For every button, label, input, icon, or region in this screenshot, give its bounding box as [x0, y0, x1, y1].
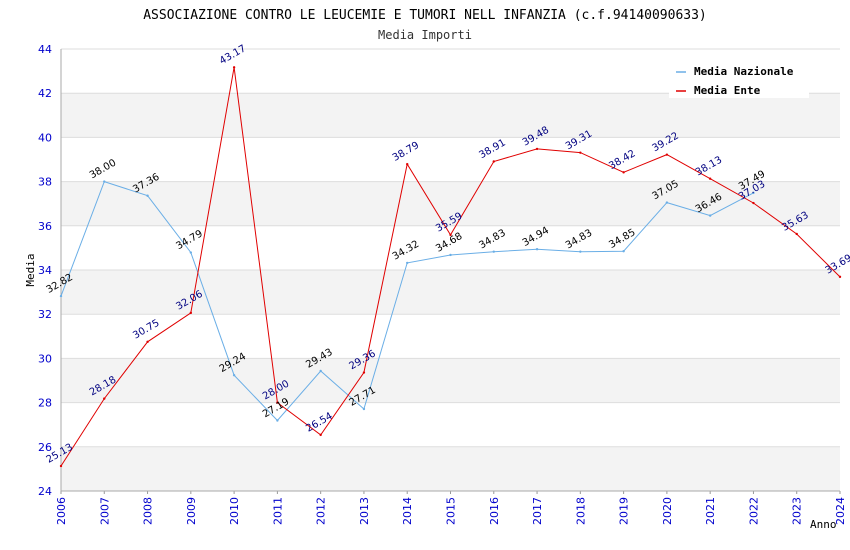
data-point [189, 251, 193, 254]
data-point [406, 162, 409, 166]
data-point [103, 397, 106, 400]
data-point [535, 248, 539, 251]
x-tick-label: 2011 [271, 497, 284, 525]
x-tick-label: 2016 [488, 497, 501, 525]
data-point [362, 371, 366, 374]
data-point [492, 250, 495, 253]
data-point [752, 201, 755, 205]
data-point [449, 253, 452, 257]
x-tick-label: 2009 [185, 497, 198, 525]
x-tick-label: 2020 [661, 497, 674, 525]
data-point [579, 250, 582, 253]
y-tick-label: 24 [38, 485, 52, 498]
data-point [752, 191, 755, 195]
x-tick-label: 2015 [445, 497, 458, 525]
y-tick-label: 30 [38, 352, 52, 365]
x-tick-label: 2021 [704, 497, 717, 525]
data-point [406, 261, 409, 265]
y-tick-label: 38 [38, 176, 52, 189]
y-tick-label: 40 [38, 131, 52, 144]
x-tick-label: 2010 [228, 497, 241, 525]
grid-band [61, 270, 840, 315]
background-bands [61, 49, 840, 491]
grid-band [61, 314, 840, 359]
chart-subtitle: Media Importi [378, 28, 472, 42]
data-point [146, 194, 149, 197]
data-point [319, 433, 322, 437]
y-axis-label: Media [24, 253, 37, 286]
y-tick-label: 26 [38, 441, 52, 454]
legend-label-ente: Media Ente [694, 84, 761, 97]
x-tick-label: 2006 [55, 497, 68, 525]
grid-band [61, 225, 840, 270]
grid-band [61, 137, 840, 182]
data-point [665, 153, 669, 156]
data-point [103, 180, 106, 183]
data-point [362, 407, 366, 411]
x-axis-label: Anno [810, 518, 837, 531]
data-point [535, 147, 539, 151]
x-tick-label: 2024 [834, 497, 847, 525]
data-point [622, 250, 625, 253]
chart-title: ASSOCIAZIONE CONTRO LE LEUCEMIE E TUMORI… [143, 8, 707, 23]
grid-band [61, 446, 840, 491]
x-tick-label: 2017 [531, 497, 544, 525]
series-lines [59, 66, 842, 468]
grid-band [61, 402, 840, 447]
y-tick-label: 34 [38, 264, 52, 277]
data-point [59, 294, 63, 298]
legend-box [669, 60, 809, 98]
data-point [232, 373, 236, 377]
x-tick-label: 2012 [315, 497, 328, 525]
data-point [708, 177, 712, 180]
y-tick-label: 28 [38, 397, 52, 410]
legend-label-nazionale: Media Nazionale [694, 65, 794, 78]
y-tick-label: 42 [38, 87, 52, 100]
data-point [579, 151, 582, 154]
grid-band [61, 93, 840, 138]
data-point [665, 201, 669, 204]
data-point [492, 160, 495, 163]
x-tick-label: 2014 [401, 497, 414, 525]
data-point [59, 464, 63, 468]
legend: Media Nazionale Media Ente [669, 60, 809, 98]
x-tick-label: 2008 [142, 497, 155, 525]
data-point [232, 66, 236, 69]
data-point [449, 233, 452, 237]
data-point [795, 232, 798, 236]
data-point [276, 419, 279, 422]
data-point [622, 171, 625, 174]
data-point [276, 401, 279, 404]
data-point [189, 311, 193, 315]
x-tick-label: 2019 [618, 497, 631, 525]
y-tick-label: 44 [38, 43, 52, 56]
data-point [708, 214, 712, 217]
y-tick-label: 32 [38, 308, 52, 321]
grid-band [61, 181, 840, 226]
data-point [146, 340, 149, 344]
axes: 24 26 28 30 32 34 36 38 40 42 44 2006 2007 2008 2009 20… [38, 43, 847, 525]
x-tick-label: 2018 [574, 497, 587, 525]
x-tick-label: 2022 [747, 497, 760, 525]
y-tick-label: 36 [38, 220, 52, 233]
data-point [838, 275, 842, 279]
x-tick-label: 2023 [791, 497, 804, 525]
x-tick-label: 2013 [358, 497, 371, 525]
data-point [319, 369, 322, 373]
grid-band [61, 358, 840, 403]
x-tick-label: 2007 [98, 497, 111, 525]
